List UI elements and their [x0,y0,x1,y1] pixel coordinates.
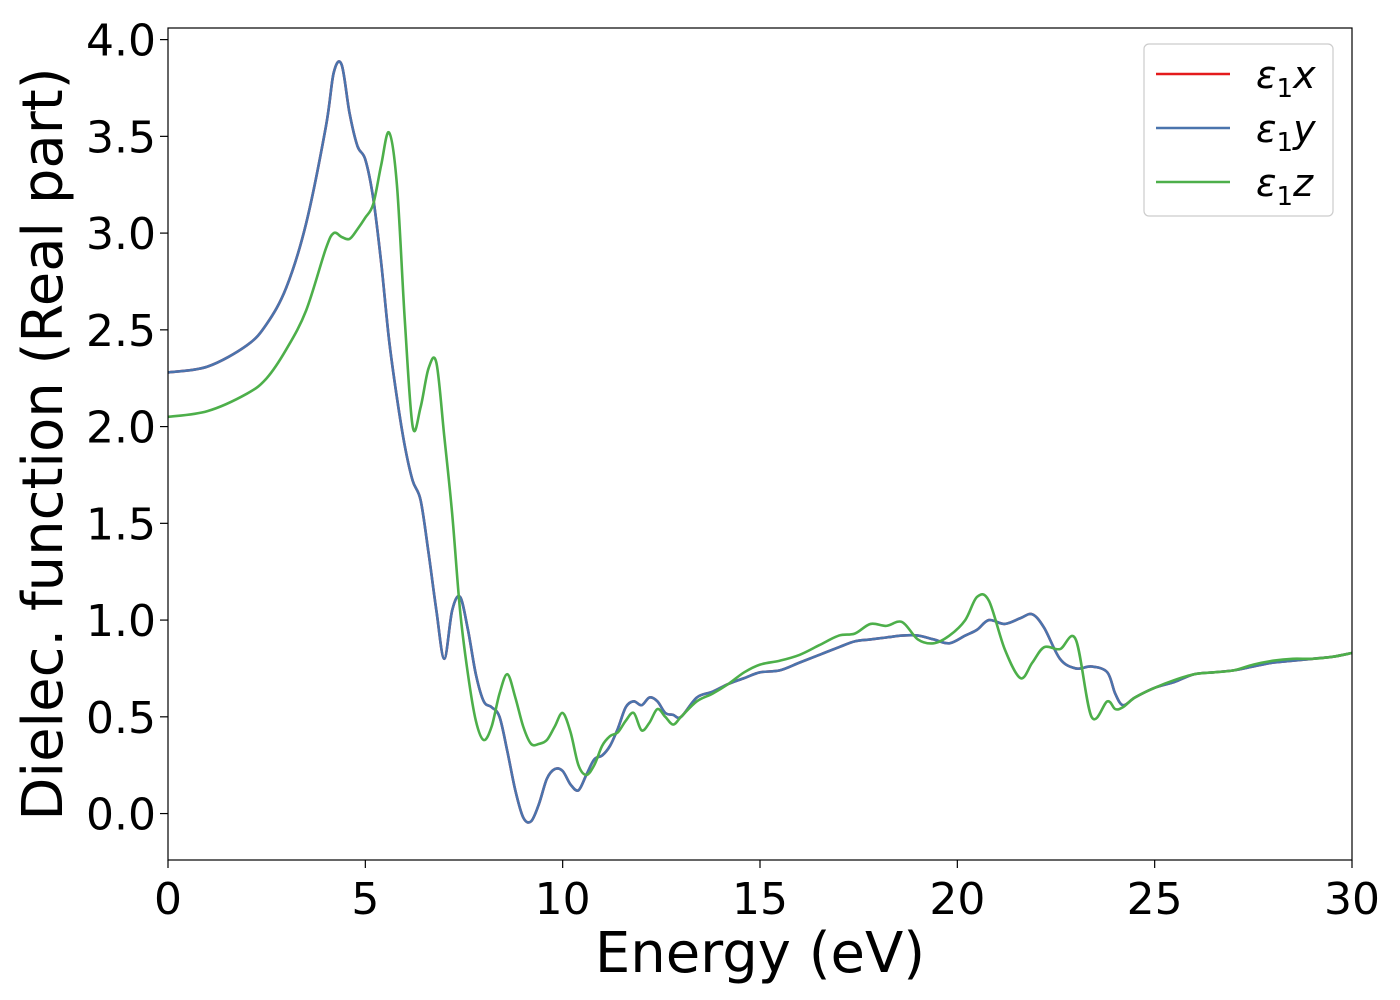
legend-suffix: y [1292,107,1316,151]
y-tick-label: 3.0 [86,209,156,260]
series-line-y [168,60,1352,824]
y-tick-label: 1.5 [86,499,156,550]
y-tick-label: 4.0 [86,16,156,67]
y-axis-label: Dielec. function (Real part) [11,67,76,820]
y-tick-label: 1.0 [86,596,156,647]
legend-symbol: ε [1256,53,1277,97]
legend-label-y: ε1y [1256,107,1316,158]
y-axis-ticks: 0.0 0.5 1.0 1.5 2.0 2.5 3.0 3.5 4.0 [86,16,168,841]
legend-label-z: ε1z [1256,161,1314,212]
x-tick-label: 10 [535,874,591,925]
plot-lines [168,60,1352,824]
y-tick-label: 0.5 [86,693,156,744]
x-tick-label: 5 [351,874,379,925]
legend-symbol: ε [1256,161,1277,205]
x-tick-label: 0 [154,874,182,925]
legend-subscript: 1 [1277,128,1294,158]
y-tick-label: 2.0 [86,403,156,454]
x-axis-ticks: 0 5 10 15 20 25 30 [154,860,1380,925]
x-tick-label: 25 [1127,874,1183,925]
x-tick-label: 30 [1324,874,1380,925]
x-axis-label: Energy (eV) [595,921,925,986]
legend-subscript: 1 [1277,74,1294,104]
y-tick-label: 0.0 [86,790,156,841]
y-tick-label: 2.5 [86,306,156,357]
y-tick-label: 3.5 [86,112,156,163]
legend-label-x: ε1x [1256,53,1316,104]
series-line-z [168,131,1352,777]
x-tick-label: 20 [929,874,985,925]
legend-subscript: 1 [1277,182,1294,212]
legend-suffix: z [1292,161,1314,205]
x-tick-label: 15 [732,874,788,925]
legend-box [1143,43,1334,217]
legend-suffix: x [1292,53,1316,97]
legend-symbol: ε [1256,107,1277,151]
